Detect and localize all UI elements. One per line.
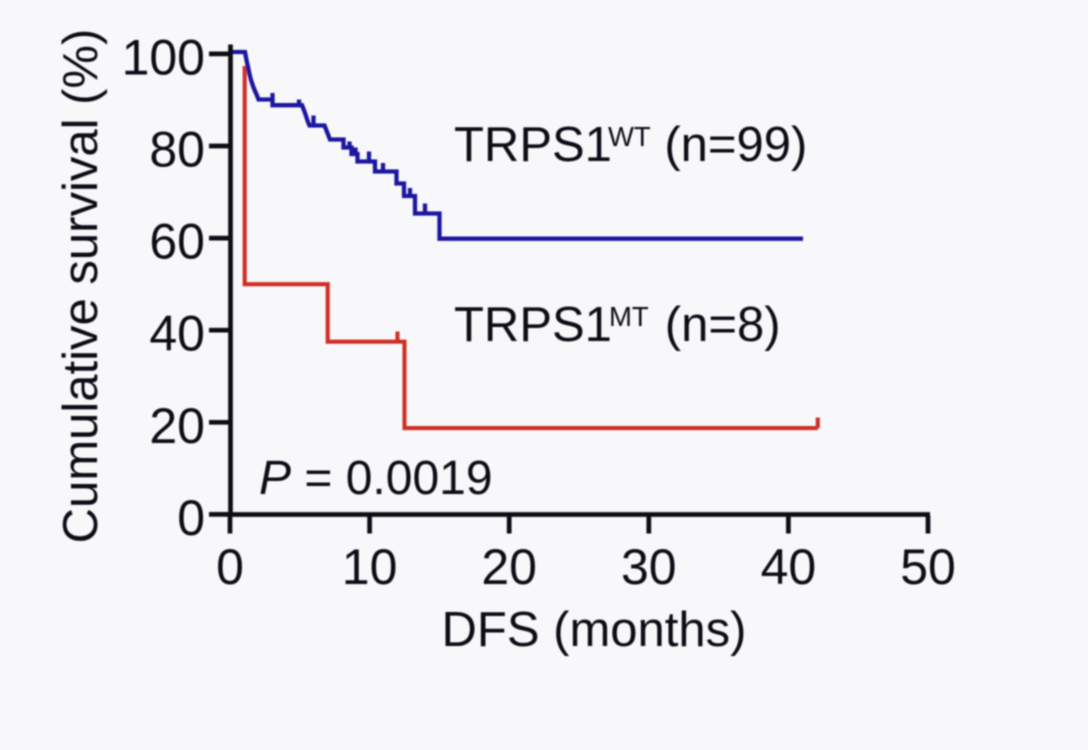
svg-text:40: 40: [761, 539, 817, 595]
svg-text:0: 0: [177, 490, 205, 546]
svg-text:20: 20: [149, 398, 205, 454]
svg-text:Cumulative survival (%): Cumulative survival (%): [54, 29, 108, 544]
svg-text:DFS (months): DFS (months): [442, 603, 747, 657]
svg-text:0: 0: [216, 539, 244, 595]
svg-text:P = 0.0019: P = 0.0019: [259, 452, 493, 505]
svg-text:10: 10: [342, 539, 398, 595]
svg-text:100: 100: [122, 29, 205, 85]
svg-text:20: 20: [481, 539, 537, 595]
svg-text:TRPS1WT (n=99): TRPS1WT (n=99): [454, 118, 807, 172]
svg-text:80: 80: [149, 122, 205, 178]
svg-text:30: 30: [621, 539, 677, 595]
svg-text:40: 40: [149, 306, 205, 362]
svg-text:60: 60: [149, 214, 205, 270]
svg-text:50: 50: [900, 539, 956, 595]
